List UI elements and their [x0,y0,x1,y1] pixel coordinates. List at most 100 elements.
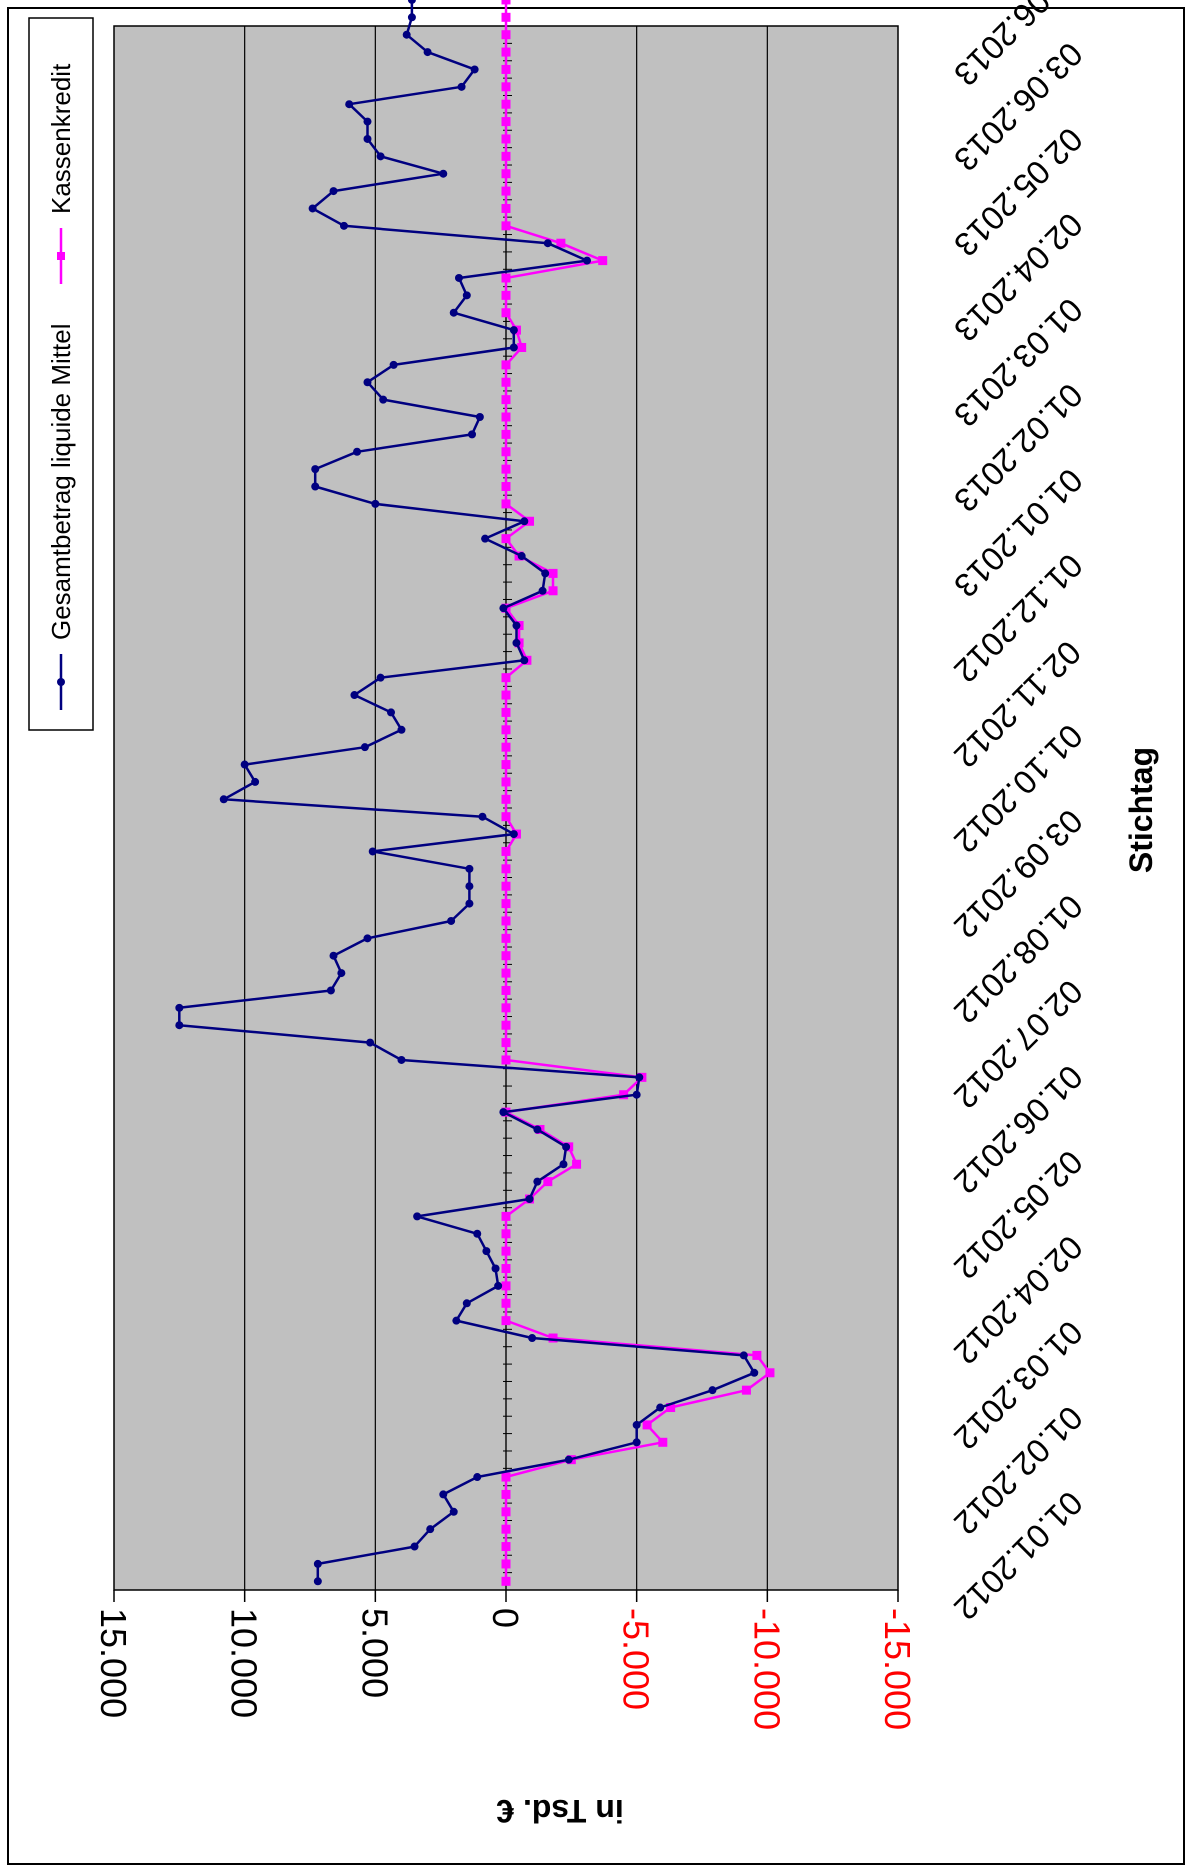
data-point [494,1281,503,1290]
data-point [501,951,511,961]
data-point [658,1437,668,1447]
data-point [366,1038,375,1047]
data-point [501,203,511,213]
data-point [501,1264,511,1274]
data-point [741,1385,751,1395]
data-point [363,117,372,126]
data-point [517,552,526,561]
data-point [397,1055,406,1064]
data-point [501,1020,511,1030]
data-point [501,1524,511,1534]
data-point [501,134,511,144]
data-point [656,1403,665,1412]
legend-marker-kassenkredit [57,252,65,260]
data-point [482,1247,491,1256]
data-point [339,221,348,230]
data-point [501,985,511,995]
value-axis-label: 0 [485,1608,526,1628]
data-point [501,447,511,457]
legend-label-gesamtbetrag: Gesamtbetrag liquide Mittel [46,324,76,640]
data-point [379,395,388,404]
value-axis-label: 15.000 [93,1608,134,1718]
data-point [326,986,335,995]
data-point [619,1090,629,1100]
data-point [533,1125,542,1134]
value-axis-label: 10.000 [224,1608,265,1718]
data-point [517,342,527,352]
data-point [402,30,411,39]
data-point [501,534,511,544]
data-point [520,656,529,665]
data-point [501,64,511,74]
data-point [501,360,511,370]
data-point [632,1420,641,1429]
data-point [313,1559,322,1568]
data-point [572,1159,582,1169]
data-point [501,221,511,231]
data-point [376,673,385,682]
data-point [501,1003,511,1013]
data-point [473,1473,482,1482]
data-point [501,1542,511,1552]
data-point [525,1195,534,1203]
data-point [559,1160,568,1169]
data-point [447,916,456,925]
data-point [501,429,511,439]
data-point [501,99,511,109]
data-point [363,378,372,387]
data-point [350,691,359,700]
data-point [501,899,511,909]
data-point [541,569,550,578]
data-point [501,0,511,5]
data-point [528,1334,537,1343]
data-point [501,186,511,196]
data-point [501,30,511,40]
data-point [533,1177,542,1186]
data-point [501,1211,511,1221]
data-point [175,1021,184,1030]
data-point [473,1229,482,1238]
data-point [329,951,338,960]
series-gesamtbetrag-liquide-mittel [175,0,759,1586]
data-point [501,47,511,57]
data-point [556,238,566,248]
data-point [750,1368,759,1377]
data-point [635,1073,644,1082]
data-point [337,969,346,978]
date-axis-title: Stichtag [1123,747,1159,873]
data-point [501,377,511,387]
data-point [512,621,521,630]
data-point [708,1386,717,1395]
data-point [465,864,474,873]
data-point [632,1438,641,1447]
data-point [449,308,458,317]
data-point [632,1090,641,1099]
data-point [407,13,416,22]
data-point [765,1368,775,1378]
data-point [501,846,511,856]
value-axis-labels: 15.000 10.000 5.000 0 -5.000 -10.000 -15.000 [93,1590,918,1730]
data-point [240,760,249,769]
data-point [499,604,508,613]
series-kassenkredit [501,0,775,1586]
data-point [465,882,474,891]
data-point [501,273,511,283]
data-point [501,1559,511,1569]
data-point [509,830,518,839]
series-layer [175,0,775,1586]
data-point [666,1403,676,1413]
data-point [501,1281,511,1291]
data-point [501,290,511,300]
data-point [501,1298,511,1308]
data-point [462,291,471,300]
data-point [548,586,558,596]
data-point [598,256,608,266]
value-axis-label: -15.000 [877,1608,918,1730]
data-point [501,82,511,92]
data-point [564,1455,573,1464]
data-point [501,777,511,787]
data-point [468,430,477,439]
data-point [752,1350,762,1360]
data-point [462,1299,471,1308]
